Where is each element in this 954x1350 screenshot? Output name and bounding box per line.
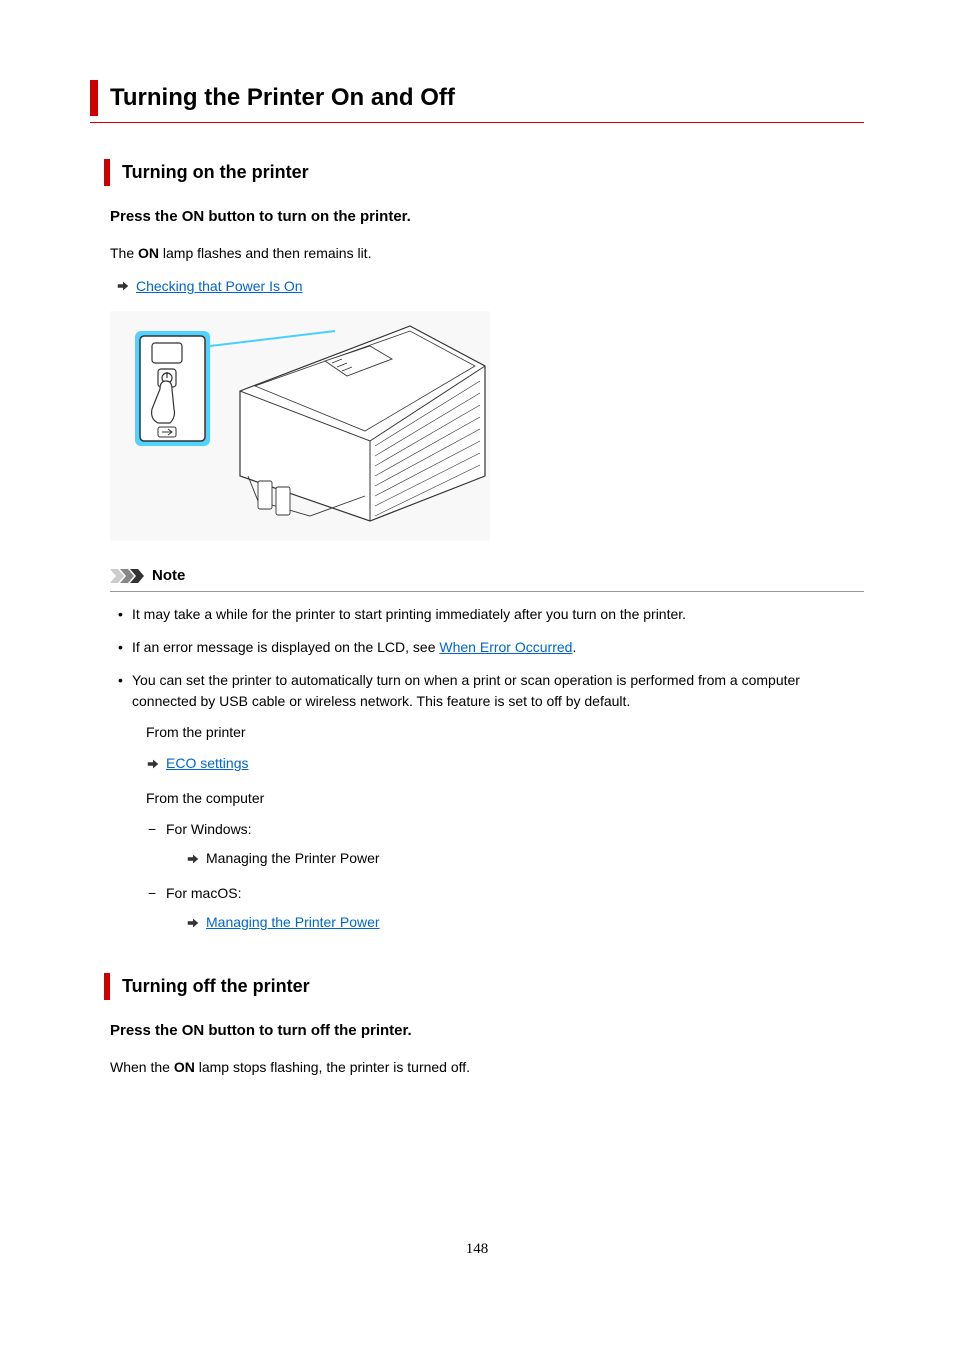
from-computer-block: From the computer: [146, 788, 864, 809]
on-paragraph: The ON lamp flashes and then remains lit…: [110, 243, 864, 264]
section-on-title: Turning on the printer: [122, 159, 864, 186]
macos-power-link[interactable]: Managing the Printer Power: [206, 912, 380, 933]
on-para-pre: The: [110, 245, 138, 261]
off-para-post: lamp stops flashing, the printer is turn…: [195, 1059, 470, 1075]
windows-power-text: Managing the Printer Power: [206, 848, 380, 869]
arrow-right-icon: [116, 279, 130, 293]
when-error-link[interactable]: When Error Occurred: [439, 639, 572, 655]
section-off-content: Press the ON button to turn off the prin…: [110, 1020, 864, 1078]
arrow-right-icon: [186, 916, 200, 930]
note-list: It may take a while for the printer to s…: [110, 604, 864, 933]
printer-figure: [110, 311, 490, 541]
chevrons-icon: [110, 569, 146, 583]
arrow-right-icon: [146, 757, 160, 771]
macos-item: For macOS: Managing the Printer Power: [146, 883, 864, 933]
section-off-title: Turning off the printer: [122, 973, 864, 1000]
note-item-2-pre: If an error message is displayed on the …: [132, 639, 439, 655]
note-title: Note: [152, 565, 185, 588]
eco-settings-link[interactable]: ECO settings: [166, 753, 248, 774]
note-item-3: You can set the printer to automatically…: [118, 670, 864, 933]
note-header: Note: [110, 565, 864, 593]
note-block: Note It may take a while for the printer…: [110, 565, 864, 934]
printer-illustration: [110, 311, 490, 541]
note-item-1: It may take a while for the printer to s…: [118, 604, 864, 625]
off-para-bold: ON: [174, 1059, 195, 1075]
note-item-1-text: It may take a while for the printer to s…: [132, 606, 686, 622]
note-item-3-text: You can set the printer to automatically…: [132, 672, 800, 709]
eco-link-row: ECO settings: [146, 753, 864, 774]
section-on-content: Press the ON button to turn on the print…: [110, 206, 864, 933]
off-paragraph: When the ON lamp stops flashing, the pri…: [110, 1057, 864, 1078]
main-title-underline: [90, 122, 864, 123]
off-para-pre: When the: [110, 1059, 174, 1075]
macos-label: For macOS:: [166, 885, 241, 901]
check-power-link[interactable]: Checking that Power Is On: [136, 276, 303, 297]
on-para-post: lamp flashes and then remains lit.: [159, 245, 371, 261]
note-item-2-post: .: [572, 639, 576, 655]
os-list: For Windows: Managing the Printer Power …: [146, 819, 864, 933]
page-number: 148: [90, 1238, 864, 1261]
section-on-title-block: Turning on the printer: [104, 159, 864, 186]
off-step-heading: Press the ON button to turn off the prin…: [110, 1020, 864, 1043]
section-off-title-block: Turning off the printer: [104, 973, 864, 1000]
page-title: Turning the Printer On and Off: [110, 80, 864, 116]
main-title-block: Turning the Printer On and Off: [90, 80, 864, 116]
windows-label: For Windows:: [166, 821, 252, 837]
from-printer-block: From the printer: [146, 722, 864, 743]
on-step-heading: Press the ON button to turn on the print…: [110, 206, 864, 229]
from-computer-label: From the computer: [146, 790, 264, 806]
macos-power-row: Managing the Printer Power: [186, 912, 864, 933]
arrow-right-icon: [186, 852, 200, 866]
on-para-bold: ON: [138, 245, 159, 261]
windows-item: For Windows: Managing the Printer Power: [146, 819, 864, 869]
from-printer-label: From the printer: [146, 724, 246, 740]
note-item-2: If an error message is displayed on the …: [118, 637, 864, 658]
windows-power-row: Managing the Printer Power: [186, 848, 864, 869]
link-row-check-power: Checking that Power Is On: [116, 276, 864, 297]
